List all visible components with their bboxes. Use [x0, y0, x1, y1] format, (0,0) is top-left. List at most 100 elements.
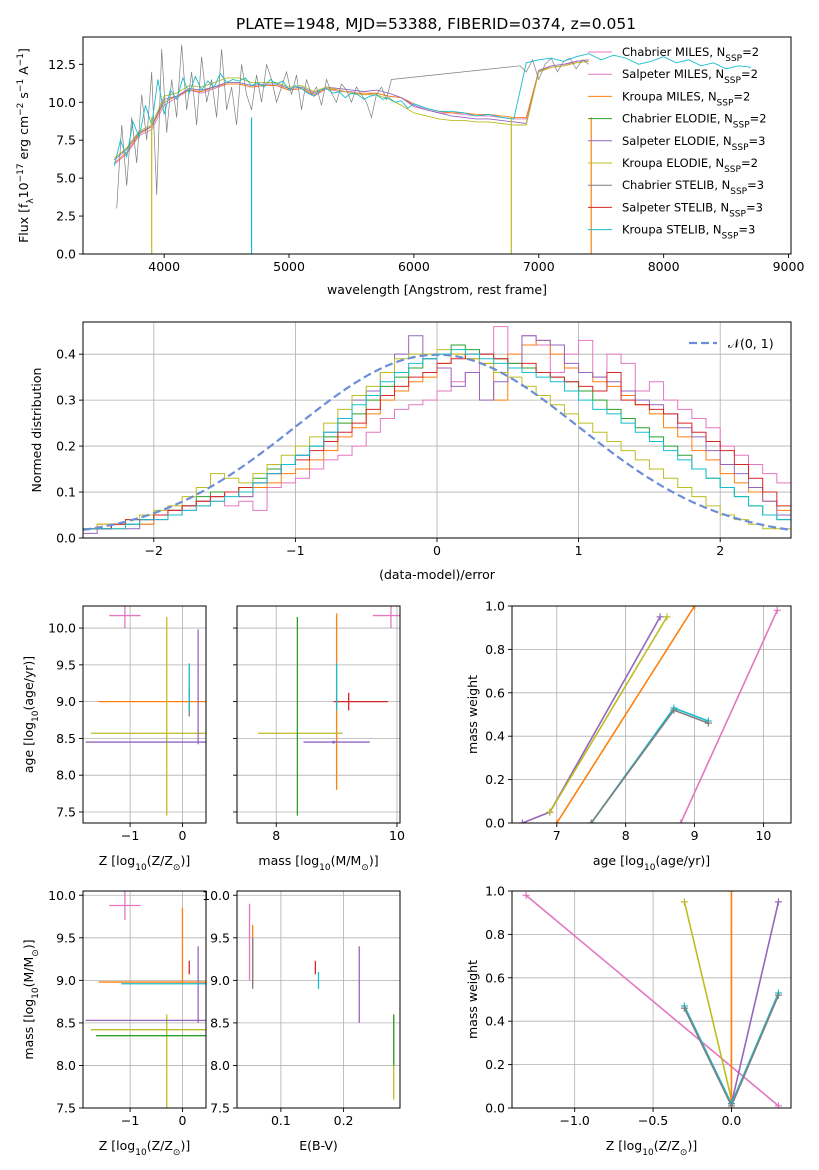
x-axis-label: Z [log10(Z/Z⊙)] [606, 1138, 697, 1158]
gaussian-curve [83, 353, 791, 532]
label-part: age [log [593, 853, 644, 868]
axes-frame [511, 605, 792, 824]
label-part: (Z/Z [147, 853, 173, 868]
x-tick-label: 5000 [273, 259, 305, 274]
x-tick-label: 10 [755, 828, 771, 843]
label-part: Kroupa STELIB, N [622, 223, 722, 237]
y-axis-label: age [log10(age/yr)] [21, 656, 41, 773]
label-part: Chabrier STELIB, N [622, 178, 730, 192]
spectrum-line [113, 60, 589, 159]
label-part: Salpeter MILES, N [622, 67, 724, 81]
label-part: )] [21, 939, 36, 949]
panel-residual-histogram: −2 −1 0 1 2 0.0 0.1 0.2 0.3 0.4 (data-model)/error… [29, 321, 792, 582]
label-part: SSP [730, 187, 747, 197]
label-part: SSP [724, 165, 741, 175]
axes-frame [82, 890, 207, 1109]
label-part: =2 [733, 89, 750, 103]
weight-line [525, 894, 779, 1107]
plot-area [522, 891, 782, 1108]
label-part: mass [log [21, 999, 36, 1060]
plot-area [85, 891, 206, 1108]
spectrum-line [116, 44, 589, 209]
y-tick-label: 8.0 [210, 1058, 230, 1073]
label-part: E(B-V) [299, 1138, 338, 1153]
label-part: =3 [747, 178, 764, 192]
y-tick-label: 9.0 [56, 973, 76, 988]
y-tick-label: 0.8 [485, 642, 505, 657]
label-part: SSP [717, 98, 734, 108]
legend-label: Chabrier ELODIE, NSSP=2 [622, 112, 767, 131]
y-tick-label: 0.0 [56, 531, 76, 546]
label-part: Kroupa MILES, N [622, 89, 717, 103]
y-axis-label: Normed distribution [29, 368, 44, 493]
y-tick-label: 10.0 [48, 888, 76, 903]
x-tick-label: 0 [433, 543, 441, 558]
label-part: SSP [732, 143, 749, 153]
legend-label: Salpeter ELODIE, NSSP=3 [622, 134, 765, 153]
y-tick-label: 9.5 [56, 657, 76, 672]
label-part: (M/M [21, 957, 36, 988]
legend-label: Kroupa MILES, NSSP=2 [622, 89, 750, 108]
spectrum-line [113, 53, 752, 167]
y-tick-label: 2.5 [56, 209, 76, 224]
y-tick-label: 8.0 [56, 1058, 76, 1073]
label-part: −17 [16, 163, 26, 182]
y-tick-label: 0.4 [485, 1014, 505, 1029]
weight-line [683, 901, 733, 1100]
label-part: SSP [729, 209, 746, 219]
label-part: 10 [642, 1148, 654, 1158]
label-part: =3 [746, 200, 763, 214]
label-part: ⊙ [680, 1148, 688, 1158]
label-part: ⊙ [173, 1148, 181, 1158]
label-part: erg cm [16, 116, 31, 164]
label-part: Z [log [606, 1138, 642, 1153]
label-part: SSP [733, 121, 750, 131]
axes-frame [236, 605, 401, 824]
x-tick-label: 10 [389, 828, 405, 843]
legend-label: Chabrier MILES, NSSP=2 [622, 45, 759, 64]
axes-frame [82, 36, 792, 255]
spectrum-line [113, 59, 589, 161]
plot-area [248, 903, 395, 1100]
y-axis-label: mass weight [465, 675, 480, 754]
label-part: SSP [725, 54, 742, 64]
weight-line [730, 901, 780, 1104]
y-tick-label: 8.0 [56, 768, 76, 783]
legend-label: Chabrier STELIB, NSSP=3 [622, 178, 764, 197]
weight-line [590, 707, 709, 823]
panel-mass-vs-Z: −1 07.58.08.59.09.510.0Z [log10(Z/Z⊙)]mas… [21, 888, 207, 1158]
plot-area [85, 606, 206, 816]
panel-mass-vs-EBV: 0.1 0.2 7.5 8.0 8.5 9.0 9.5 10.0 E(B-V) [202, 888, 401, 1153]
x-axis-label: Z [log10(Z/Z⊙)] [99, 1138, 190, 1158]
label-part: 10 [135, 863, 147, 873]
label-part: ⊙ [361, 863, 369, 873]
label-part: Z [log [99, 1138, 135, 1153]
histogram-series [83, 349, 791, 530]
y-tick-label: 9.5 [56, 930, 76, 945]
legend-label: Kroupa STELIB, NSSP=3 [622, 223, 755, 242]
label-part: A [16, 66, 31, 79]
y-tick-label: 9.5 [210, 930, 230, 945]
legend-label: Salpeter STELIB, NSSP=3 [622, 200, 763, 219]
label-part: =2 [741, 156, 758, 170]
label-part: (age/yr)] [655, 853, 710, 868]
label-part: (Z/Z [147, 1138, 173, 1153]
x-axis-label: (data-model)/error [379, 567, 496, 582]
legend-label: Salpeter MILES, NSSP=2 [622, 67, 758, 86]
y-tick-label: 0.4 [485, 729, 505, 744]
x-axis-label: age [log10(age/yr)] [593, 853, 710, 873]
weight-line [522, 616, 661, 823]
weight-line [549, 616, 668, 813]
label-part: =3 [749, 134, 766, 148]
label-part: =2 [750, 112, 767, 126]
y-tick-label: 7.5 [56, 133, 76, 148]
x-axis-label: wavelength [Angstrom, rest frame] [327, 282, 547, 297]
y-tick-label: 0.4 [56, 347, 76, 362]
label-part: −1 [16, 53, 26, 66]
y-tick-label: 0.8 [485, 927, 505, 942]
y-axis-label: mass [log10(M/M⊙)] [21, 939, 41, 1059]
y-tick-label: 0.0 [485, 816, 505, 831]
label-part: Kroupa ELODIE, N [622, 156, 724, 170]
label-part: −2 [16, 103, 26, 116]
